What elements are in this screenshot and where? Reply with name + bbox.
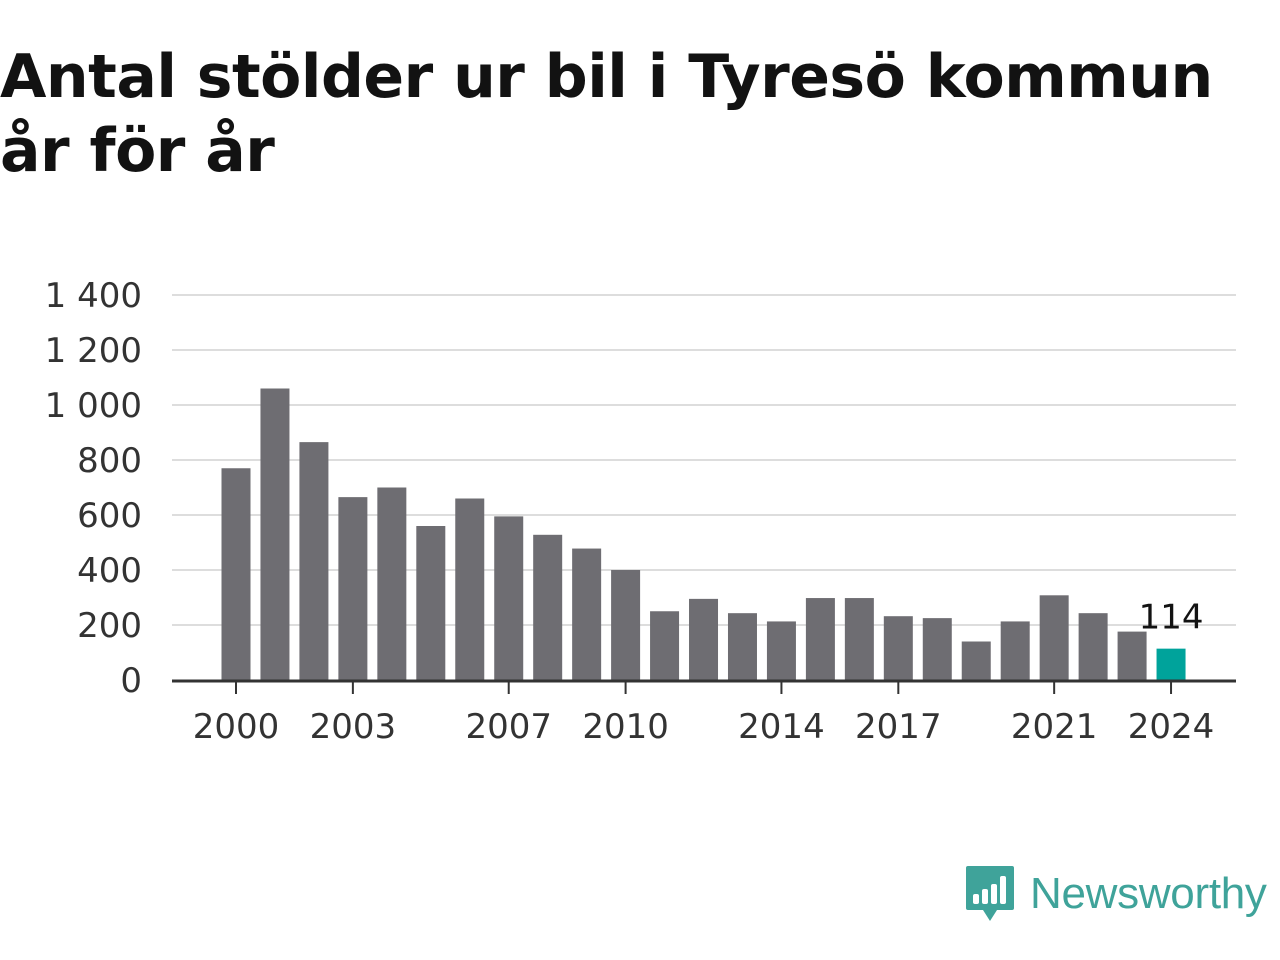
bar-2018	[922, 618, 952, 680]
bar-2008	[533, 534, 563, 680]
gridlines	[172, 294, 1236, 626]
bar-2015	[805, 598, 835, 680]
bar-2023	[1117, 631, 1147, 680]
bar-2006	[455, 498, 485, 680]
x-tick-label: 2024	[1128, 707, 1215, 747]
bar-2019	[961, 641, 991, 680]
bar-2021	[1039, 595, 1069, 680]
x-tick-label: 2021	[1011, 707, 1098, 747]
bar-2004	[377, 487, 407, 680]
y-tick-label: 200	[77, 606, 142, 646]
bar-2001	[260, 388, 290, 680]
bar-2013	[727, 613, 757, 680]
bar-2000	[221, 468, 251, 680]
bar-2010	[611, 570, 641, 680]
y-tick-label: 1 400	[45, 276, 142, 316]
bars	[221, 388, 1186, 680]
bar-2007	[494, 516, 524, 680]
bar-2022	[1078, 613, 1108, 680]
bar-2012	[689, 598, 719, 680]
bar-2024	[1156, 648, 1186, 680]
y-tick-label: 0	[120, 661, 142, 701]
y-tick-label: 600	[77, 496, 142, 536]
bar-2017	[883, 616, 913, 680]
x-tick-label: 2017	[855, 707, 942, 747]
x-tick-label: 2000	[193, 707, 280, 747]
y-tick-label: 1 000	[45, 386, 142, 426]
bar-2016	[844, 598, 874, 680]
bar-2014	[766, 621, 796, 680]
y-tick-label: 400	[77, 551, 142, 591]
data-label-2024: 114	[1139, 598, 1204, 638]
brand-name: Newsworthy	[1030, 869, 1267, 918]
newsworthy-brand: Newsworthy	[964, 864, 1267, 924]
x-tick-label: 2003	[310, 707, 397, 747]
bar-2002	[299, 442, 329, 680]
bar-2020	[1000, 621, 1030, 680]
y-tick-label: 1 200	[45, 331, 142, 371]
axes	[172, 679, 1236, 694]
x-tick-label: 2014	[738, 707, 825, 747]
y-tick-label: 800	[77, 441, 142, 481]
newsworthy-logo-icon	[966, 866, 1014, 921]
x-tick-label: 2010	[582, 707, 669, 747]
bar-2011	[650, 611, 680, 680]
bar-2003	[338, 497, 368, 680]
bar-2009	[572, 548, 602, 680]
x-tick-label: 2007	[465, 707, 552, 747]
labels: 0 200 400 600 800 1 000 1 200 1 400 114 2000 2003 2…	[45, 276, 1215, 747]
chart-title: Antal stölder ur bil i Tyresö kommun år …	[0, 42, 1213, 186]
bar-2005	[416, 526, 446, 680]
